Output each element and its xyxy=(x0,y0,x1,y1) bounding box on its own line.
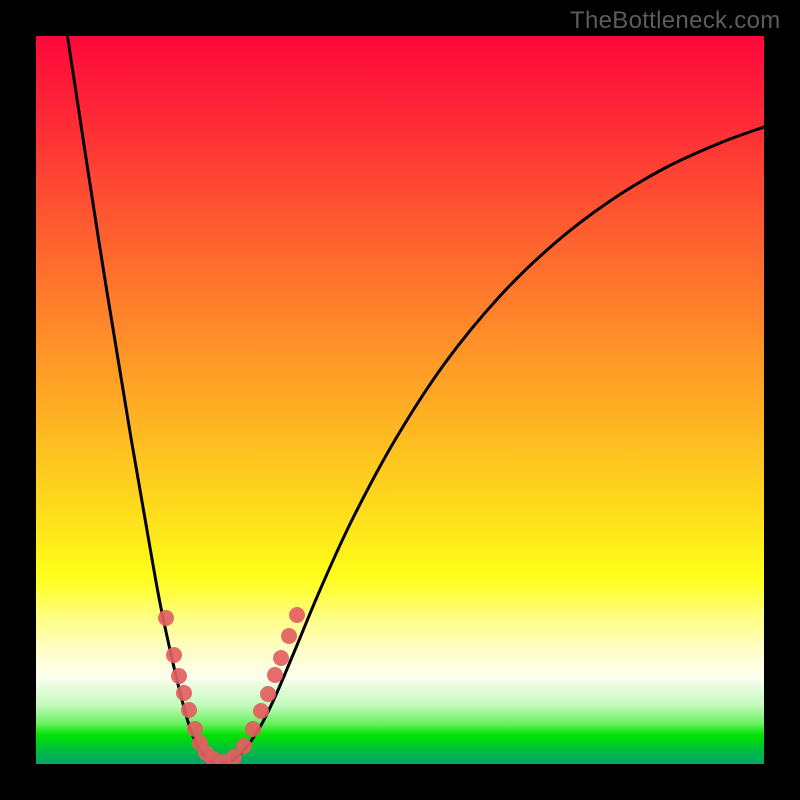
data-point xyxy=(260,686,276,702)
canvas-root: TheBottleneck.com xyxy=(0,0,800,800)
plot-area xyxy=(36,36,764,764)
gradient-background xyxy=(36,36,764,764)
chart-svg xyxy=(36,36,764,764)
data-point xyxy=(267,667,283,683)
data-point xyxy=(245,721,261,737)
data-point xyxy=(273,650,289,666)
data-point xyxy=(158,610,174,626)
data-point xyxy=(166,647,182,663)
data-point xyxy=(176,685,192,701)
data-point xyxy=(187,721,203,737)
watermark-text: TheBottleneck.com xyxy=(570,7,781,35)
data-point xyxy=(289,607,305,623)
data-point xyxy=(253,703,269,719)
data-point xyxy=(281,628,297,644)
data-point xyxy=(181,702,197,718)
data-point xyxy=(236,738,252,754)
data-point xyxy=(171,668,187,684)
